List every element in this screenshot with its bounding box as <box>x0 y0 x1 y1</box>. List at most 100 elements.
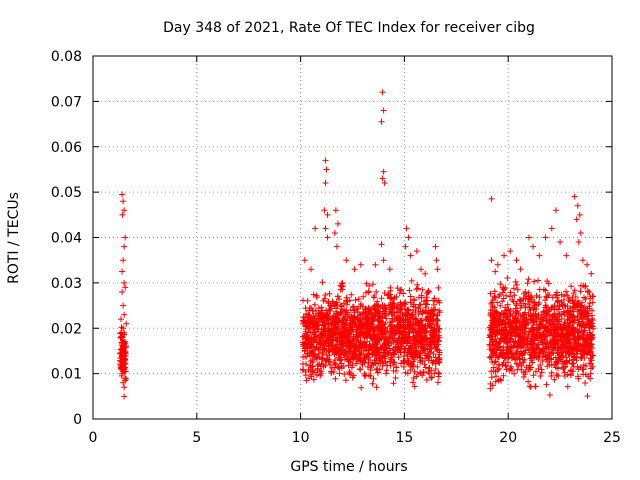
data-point <box>120 303 126 309</box>
data-point <box>393 375 399 381</box>
y-tick-label: 0.04 <box>51 231 82 247</box>
data-point <box>383 359 389 365</box>
data-point <box>572 194 578 200</box>
data-point <box>422 271 428 277</box>
data-point <box>568 283 574 289</box>
data-point <box>435 266 441 272</box>
data-point <box>358 262 364 268</box>
data-point <box>570 361 576 367</box>
y-axis-label: ROTI / TECUs <box>6 192 22 284</box>
data-point <box>313 293 319 299</box>
data-point <box>312 302 318 308</box>
data-point <box>333 207 339 213</box>
data-point <box>323 225 329 231</box>
data-point <box>543 382 549 388</box>
data-point <box>503 366 509 372</box>
data-point <box>533 384 539 390</box>
data-point <box>518 266 524 272</box>
data-point <box>322 292 328 298</box>
data-point <box>492 269 498 275</box>
data-point <box>543 235 549 241</box>
data-point <box>495 262 501 268</box>
data-point <box>433 244 439 250</box>
data-point <box>308 266 314 272</box>
data-point <box>489 257 495 263</box>
data-point <box>576 239 582 245</box>
data-point <box>435 379 441 385</box>
data-point <box>379 241 385 247</box>
data-point <box>121 384 127 390</box>
data-point <box>335 221 341 227</box>
data-point <box>584 393 590 399</box>
data-point <box>590 300 596 306</box>
data-point <box>120 325 126 331</box>
data-point <box>381 257 387 263</box>
data-point <box>514 257 520 263</box>
y-tick-label: 0.02 <box>51 321 82 337</box>
data-point <box>562 373 568 379</box>
data-point <box>348 292 354 298</box>
data-point <box>538 367 544 373</box>
data-point <box>324 166 330 172</box>
data-point <box>381 169 387 175</box>
data-point <box>508 289 514 295</box>
data-point <box>403 225 409 231</box>
data-point <box>383 370 389 376</box>
data-point <box>435 285 441 291</box>
data-point <box>578 230 584 236</box>
data-point <box>513 279 519 285</box>
x-tick-label: 10 <box>292 430 310 446</box>
data-point <box>325 212 331 218</box>
data-point <box>121 244 127 250</box>
data-point <box>332 364 338 370</box>
data-point <box>334 244 340 250</box>
data-point <box>537 373 543 379</box>
data-point <box>414 364 420 370</box>
data-point <box>497 281 503 287</box>
data-point <box>588 365 594 371</box>
data-point <box>122 235 128 241</box>
data-point <box>119 324 125 330</box>
data-point <box>358 385 364 391</box>
data-point <box>321 207 327 213</box>
data-point <box>574 216 580 222</box>
data-point <box>425 289 431 295</box>
data-point <box>123 321 129 327</box>
data-point <box>515 287 521 293</box>
y-tick-label: 0.05 <box>51 185 82 201</box>
data-point <box>370 281 376 287</box>
data-point <box>378 295 384 301</box>
data-point <box>489 374 495 380</box>
chart: Day 348 of 2021, Rate Of TEC Index for r… <box>0 0 640 480</box>
data-point <box>335 293 341 299</box>
data-point <box>374 384 380 390</box>
data-point <box>549 225 555 231</box>
data-point <box>381 107 387 113</box>
data-point <box>563 253 569 259</box>
data-point <box>370 381 376 387</box>
data-point <box>332 230 338 236</box>
y-tick-label: 0 <box>73 412 82 428</box>
data-point <box>414 248 420 254</box>
data-point <box>118 316 124 322</box>
data-point <box>589 364 595 370</box>
data-point <box>405 306 411 312</box>
data-point <box>343 257 349 263</box>
x-tick-label: 25 <box>603 430 621 446</box>
data-point <box>120 198 126 204</box>
data-point <box>380 89 386 95</box>
data-point <box>565 384 571 390</box>
data-point <box>366 289 372 295</box>
x-axis-label: GPS time / hours <box>290 459 407 475</box>
data-point <box>434 257 440 263</box>
data-point <box>419 287 425 293</box>
data-point <box>338 284 344 290</box>
data-point <box>504 275 510 281</box>
y-tick-label: 0.07 <box>51 94 82 110</box>
data-point <box>121 280 127 286</box>
data-point <box>119 289 125 295</box>
data-point <box>580 257 586 263</box>
data-point <box>121 312 127 318</box>
data-point <box>302 257 308 263</box>
data-point <box>327 291 333 297</box>
